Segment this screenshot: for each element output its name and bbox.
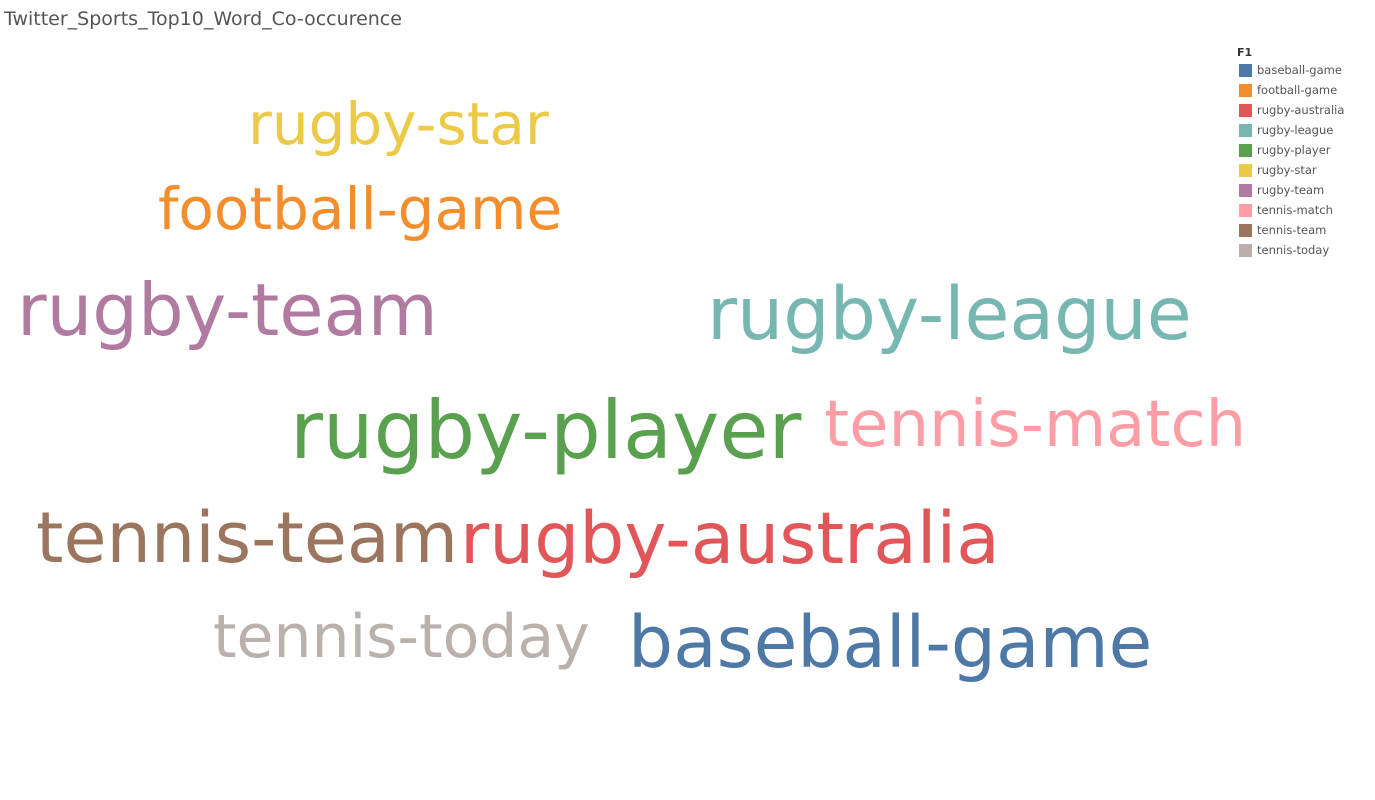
legend-item-tennis-match[interactable]: tennis-match (1237, 200, 1373, 220)
legend-item-rugby-australia[interactable]: rugby-australia (1237, 100, 1373, 120)
legend-label: tennis-today (1257, 243, 1330, 257)
word-tennis-today: tennis-today (213, 602, 590, 672)
legend-swatch (1239, 223, 1252, 237)
legend-label: rugby-player (1257, 143, 1331, 157)
legend-label: baseball-game (1257, 63, 1342, 77)
legend-swatch (1239, 103, 1252, 117)
legend-item-tennis-today[interactable]: tennis-today (1237, 240, 1373, 260)
word-rugby-team: rugby-team (17, 268, 438, 352)
legend-label: tennis-match (1257, 203, 1333, 217)
word-football-game: football-game (158, 175, 563, 243)
legend-item-football-game[interactable]: football-game (1237, 80, 1373, 100)
chart-title: Twitter_Sports_Top10_Word_Co-occurence (4, 8, 402, 30)
legend-swatch (1239, 243, 1252, 257)
word-rugby-league: rugby-league (707, 272, 1192, 357)
word-rugby-australia: rugby-australia (460, 497, 1000, 580)
word-rugby-player: rugby-player (290, 384, 802, 477)
legend-swatch (1239, 83, 1252, 97)
word-rugby-star: rugby-star (248, 90, 549, 158)
legend-label: rugby-league (1257, 123, 1334, 137)
legend-item-rugby-team[interactable]: rugby-team (1237, 180, 1373, 200)
legend-swatch (1239, 163, 1252, 177)
legend-swatch (1239, 183, 1252, 197)
legend-item-tennis-team[interactable]: tennis-team (1237, 220, 1373, 240)
word-tennis-team: tennis-team (36, 497, 459, 579)
word-tennis-match: tennis-match (824, 388, 1247, 462)
legend-label: tennis-team (1257, 223, 1327, 237)
legend: F1 baseball-game football-game rugby-austr… (1237, 46, 1373, 260)
legend-item-baseball-game[interactable]: baseball-game (1237, 60, 1373, 80)
legend-label: rugby-star (1257, 163, 1317, 177)
legend-label: rugby-team (1257, 183, 1325, 197)
legend-swatch (1239, 123, 1252, 137)
word-cloud: rugby-star football-game rugby-team rugby-l… (17, 90, 1246, 684)
legend-swatch (1239, 143, 1252, 157)
legend-swatch (1239, 63, 1252, 77)
legend-item-rugby-player[interactable]: rugby-player (1237, 140, 1373, 160)
legend-item-rugby-league[interactable]: rugby-league (1237, 120, 1373, 140)
legend-title: F1 (1237, 46, 1253, 59)
legend-items: baseball-game football-game rugby-australi… (1237, 60, 1373, 260)
legend-swatch (1239, 203, 1252, 217)
legend-label: rugby-australia (1257, 103, 1345, 117)
word-baseball-game: baseball-game (628, 601, 1153, 684)
legend-item-rugby-star[interactable]: rugby-star (1237, 160, 1373, 180)
legend-label: football-game (1257, 83, 1338, 97)
